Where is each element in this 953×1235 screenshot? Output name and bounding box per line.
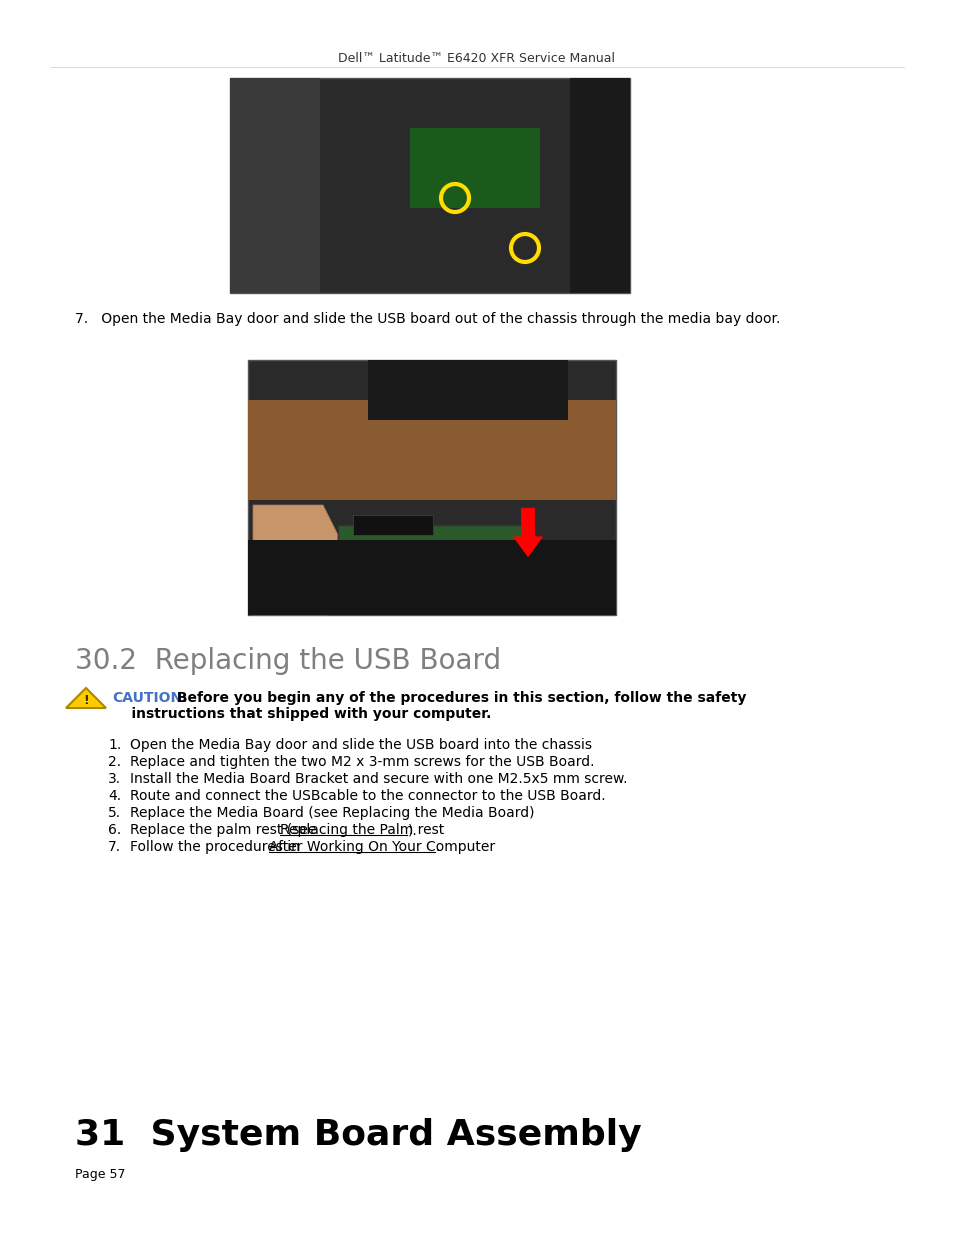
Text: 31  System Board Assembly: 31 System Board Assembly [75,1118,641,1152]
Text: Replacing the Palm rest: Replacing the Palm rest [279,823,444,837]
Text: Route and connect the USBcable to the connector to the USB Board.: Route and connect the USBcable to the co… [130,789,605,803]
Bar [337,525,527,555]
Bar [230,78,629,293]
Text: 2.: 2. [108,755,121,769]
Text: 6.: 6. [108,823,121,837]
Bar [569,78,629,293]
Text: Replace the Media Board (see Replacing the Media Board): Replace the Media Board (see Replacing t… [130,806,534,820]
Text: Follow the procedures in: Follow the procedures in [130,840,304,853]
Text: Replace the palm rest (see: Replace the palm rest (see [130,823,320,837]
Bar [410,128,539,207]
Text: 30.2  Replacing the USB Board: 30.2 Replacing the USB Board [75,647,500,676]
Text: ).: ). [407,823,416,837]
Text: CAUTION:: CAUTION: [112,692,188,705]
Bar [248,540,616,615]
Text: Before you begin any of the procedures in this section, follow the safety: Before you begin any of the procedures i… [172,692,745,705]
Text: .: . [435,840,439,853]
Polygon shape [66,688,106,708]
Bar [248,359,616,615]
Text: Page 57: Page 57 [75,1168,126,1181]
FancyArrowPatch shape [512,508,542,557]
Text: !: ! [83,694,89,708]
Text: 3.: 3. [108,772,121,785]
Text: Open the Media Bay door and slide the USB board into the chassis: Open the Media Bay door and slide the US… [130,739,592,752]
Text: instructions that shipped with your computer.: instructions that shipped with your comp… [112,706,491,721]
Text: 7.   Open the Media Bay door and slide the USB board out of the chassis through : 7. Open the Media Bay door and slide the… [75,312,780,326]
Text: Dell™ Latitude™ E6420 XFR Service Manual: Dell™ Latitude™ E6420 XFR Service Manual [338,52,615,65]
Polygon shape [253,505,337,615]
Bar [230,78,319,293]
Text: 7.: 7. [108,840,121,853]
Text: Install the Media Board Bracket and secure with one M2.5x5 mm screw.: Install the Media Board Bracket and secu… [130,772,627,785]
Text: Replace and tighten the two M2 x 3-mm screws for the USB Board.: Replace and tighten the two M2 x 3-mm sc… [130,755,594,769]
Text: 5.: 5. [108,806,121,820]
Bar [248,400,616,500]
Bar [368,359,567,420]
Text: 4.: 4. [108,789,121,803]
Text: 1.: 1. [108,739,121,752]
Text: After Working On Your Computer: After Working On Your Computer [269,840,495,853]
Bar [353,515,433,535]
